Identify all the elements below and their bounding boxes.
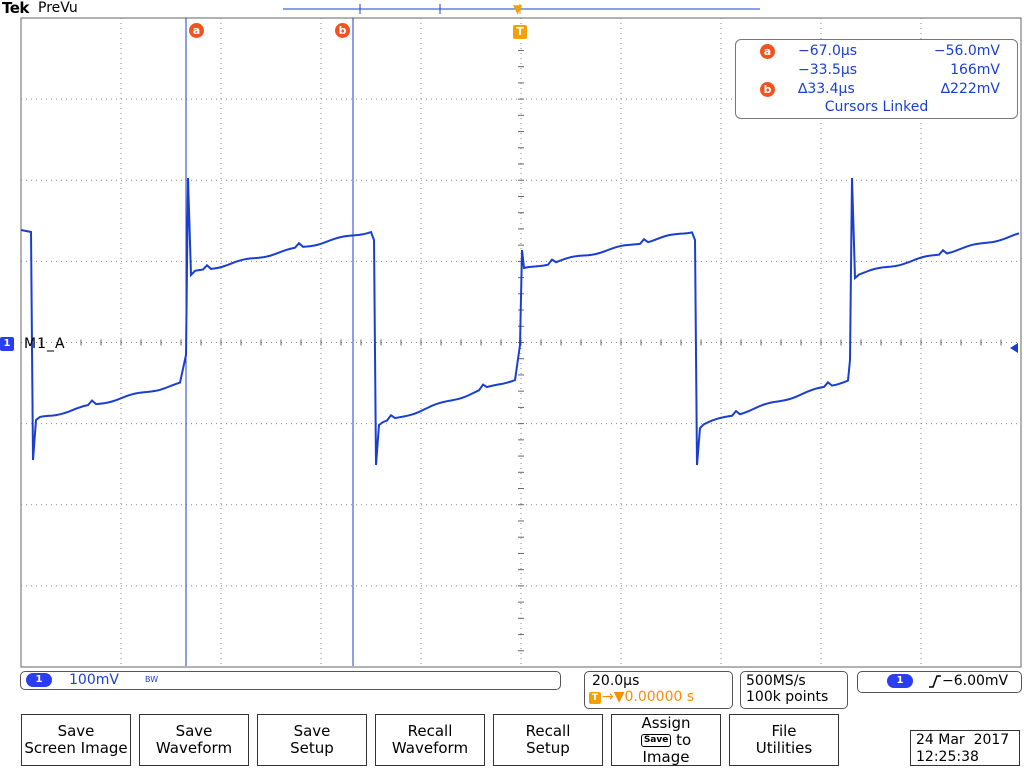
cursor-b-time: −33.5µs <box>798 62 858 78</box>
horizontal-readout[interactable]: 20.0µs T →▼0.00000 s <box>584 671 733 709</box>
date-time-display: 24 Mar 2017 12:25:38 <box>910 730 1020 766</box>
cursor-a-marker[interactable]: a <box>189 23 204 38</box>
softkey-label: Waveform <box>391 739 469 757</box>
record-view-bar <box>283 4 760 14</box>
recall-waveform-button[interactable]: Recall Waveform <box>375 714 485 766</box>
softkey-label: Waveform <box>155 739 233 757</box>
save-setup-button[interactable]: Save Setup <box>257 714 367 766</box>
horizontal-position: →▼0.00000 s <box>602 689 695 705</box>
save-screen-image-button[interactable]: Save Screen Image <box>21 714 131 766</box>
softkey-label: Save <box>293 722 331 740</box>
softkey-label: Setup <box>290 739 334 757</box>
sample-rate: 500MS/s <box>746 673 806 689</box>
delta-volt: ∆222mV <box>940 81 1000 97</box>
trigger-level: −6.00mV <box>942 673 1009 689</box>
readout-a-icon: a <box>760 44 775 59</box>
recall-setup-button[interactable]: Recall Setup <box>493 714 603 766</box>
softkey-label: Utilities <box>755 739 813 757</box>
cursor-a-time: −67.0µs <box>798 43 858 59</box>
reference-arrow-icon <box>1010 343 1018 353</box>
record-length: 100k points <box>746 689 829 705</box>
assign-save-to-image-button[interactable]: Assign Save to Image <box>611 714 721 766</box>
acquisition-mode: PreVu <box>38 0 78 16</box>
trigger-position-marker[interactable]: T <box>513 25 527 39</box>
cursor-b-marker[interactable]: b <box>335 23 350 38</box>
readout-b-icon: b <box>760 82 775 97</box>
cursor-b-volt: 166mV <box>950 62 1000 78</box>
softkey-label: Setup <box>526 739 570 757</box>
channel-label: M1_A <box>24 336 66 352</box>
delta-time: ∆33.4µs <box>798 81 855 97</box>
acquisition-readout[interactable]: 500MS/s 100k points <box>740 671 848 709</box>
softkey-label: Assign <box>641 713 691 732</box>
softkey-label: File <box>771 722 797 740</box>
date: 24 Mar 2017 <box>916 732 1010 748</box>
softkey-label: Recall <box>525 722 571 740</box>
cursor-a-volt: −56.0mV <box>933 43 1000 59</box>
cursor-readout: a −67.0µs −56.0mV −33.5µs 166mV b ∆33.4µ… <box>735 39 1018 119</box>
save-key-icon: Save <box>640 733 672 747</box>
time: 12:25:38 <box>916 749 979 765</box>
save-waveform-button[interactable]: Save Waveform <box>139 714 249 766</box>
softkey-label: Image <box>642 747 690 766</box>
trigger-position-arrow-icon: ▼ <box>513 2 523 16</box>
file-utilities-button[interactable]: File Utilities <box>729 714 839 766</box>
trigger-source-badge: 1 <box>887 674 913 688</box>
channel-1-badge: 1 <box>26 673 52 687</box>
brand-logo: Tek <box>2 0 29 17</box>
softkey-label: to <box>676 730 692 749</box>
waveform-trace <box>20 177 1020 466</box>
trigger-icon: T <box>589 692 601 704</box>
softkey-label: Screen Image <box>24 739 128 757</box>
vertical-scale-readout[interactable]: 1 100mV BW <box>20 671 561 690</box>
softkey-label: Save to <box>612 730 720 749</box>
softkey-label: Recall <box>407 722 453 740</box>
channel-ground-marker[interactable]: 1 <box>0 337 14 351</box>
trigger-readout[interactable]: 1 −6.00mV <box>857 671 1022 693</box>
rising-edge-icon <box>929 675 941 688</box>
time-per-division: 20.0µs <box>592 673 640 689</box>
cursor-link-status: Cursors Linked <box>824 99 929 115</box>
vertical-scale: 100mV <box>69 672 119 688</box>
softkey-label: Save <box>175 722 213 740</box>
bandwidth-limit-indicator: BW <box>145 675 159 684</box>
softkey-label: Save <box>57 722 95 740</box>
